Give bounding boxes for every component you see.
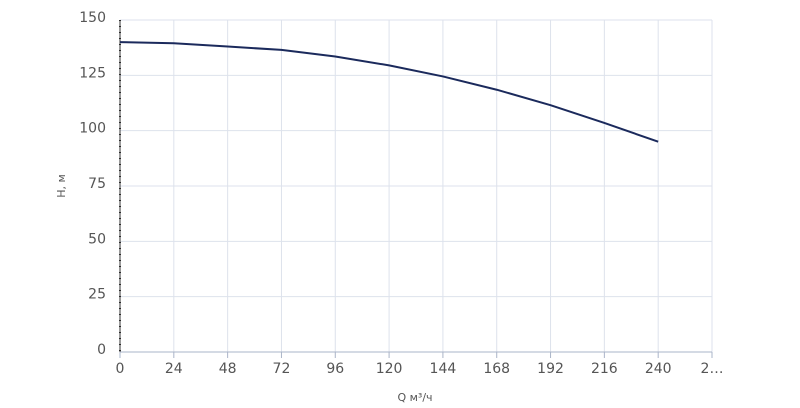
x-tick-label: 216	[591, 361, 618, 377]
y-tick-label: 75	[88, 176, 106, 192]
x-tick-label: 168	[483, 361, 510, 377]
x-tick-label: 96	[326, 361, 344, 377]
x-tick-label: 192	[537, 361, 564, 377]
y-tick-label: 100	[79, 121, 106, 137]
x-tick-label: 2…	[701, 361, 724, 377]
y-tick-label: 0	[97, 342, 106, 358]
x-tick-label: 144	[430, 361, 457, 377]
x-tick-label: 24	[165, 361, 183, 377]
x-tick-label: 72	[273, 361, 291, 377]
y-tick-label: 50	[88, 231, 106, 247]
x-tick-label: 0	[116, 361, 125, 377]
x-axis-title: Q м³/ч	[397, 391, 432, 404]
x-tick-label: 120	[376, 361, 403, 377]
x-tick-label: 240	[645, 361, 672, 377]
x-tick-label: 48	[219, 361, 237, 377]
y-tick-label: 150	[79, 10, 106, 26]
y-tick-label: 125	[79, 65, 106, 81]
y-tick-label: 25	[88, 287, 106, 303]
y-axis-title: H, м	[55, 174, 68, 198]
curve	[119, 41, 659, 143]
